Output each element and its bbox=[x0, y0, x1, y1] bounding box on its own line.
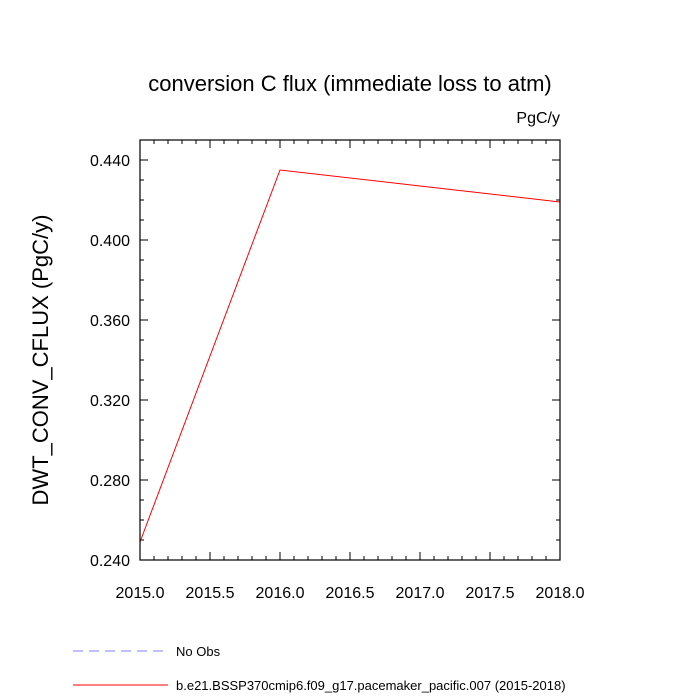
plot-frame bbox=[139, 139, 561, 561]
x-tick-label: 2016.5 bbox=[326, 585, 375, 602]
x-tick-label: 2018.0 bbox=[536, 585, 585, 602]
tick-labels: 2015.0 2015.5 2016.0 2016.5 2017.0 2017.5 2018… bbox=[90, 153, 585, 602]
y-tick-label: 0.320 bbox=[90, 393, 130, 410]
legend: No Obs b.e21.BSSP370cmip6.f09_g17.pacemak… bbox=[73, 644, 566, 693]
x-tick-label: 2015.0 bbox=[116, 585, 165, 602]
axis-ticks bbox=[139, 139, 561, 561]
y-tick-label: 0.360 bbox=[90, 313, 130, 330]
chart-title: conversion C flux (immediate loss to atm… bbox=[148, 71, 551, 96]
y-tick-label: 0.440 bbox=[90, 153, 130, 170]
y-axis-label: DWT_CONV_CFLUX (PgC/y) bbox=[28, 215, 53, 506]
y-tick-label: 0.240 bbox=[90, 553, 130, 570]
series-layer bbox=[139, 169, 561, 543]
y-tick-label: 0.280 bbox=[90, 473, 130, 490]
legend-label: No Obs bbox=[176, 644, 221, 659]
x-tick-label: 2017.5 bbox=[466, 585, 515, 602]
y-tick-label: 0.400 bbox=[90, 233, 130, 250]
legend-label: b.e21.BSSP370cmip6.f09_g17.pacemaker_pac… bbox=[176, 678, 566, 693]
series-line bbox=[139, 169, 561, 543]
units-label: PgC/y bbox=[516, 110, 560, 127]
x-tick-label: 2015.5 bbox=[186, 585, 235, 602]
x-tick-label: 2016.0 bbox=[256, 585, 305, 602]
x-tick-label: 2017.0 bbox=[396, 585, 445, 602]
